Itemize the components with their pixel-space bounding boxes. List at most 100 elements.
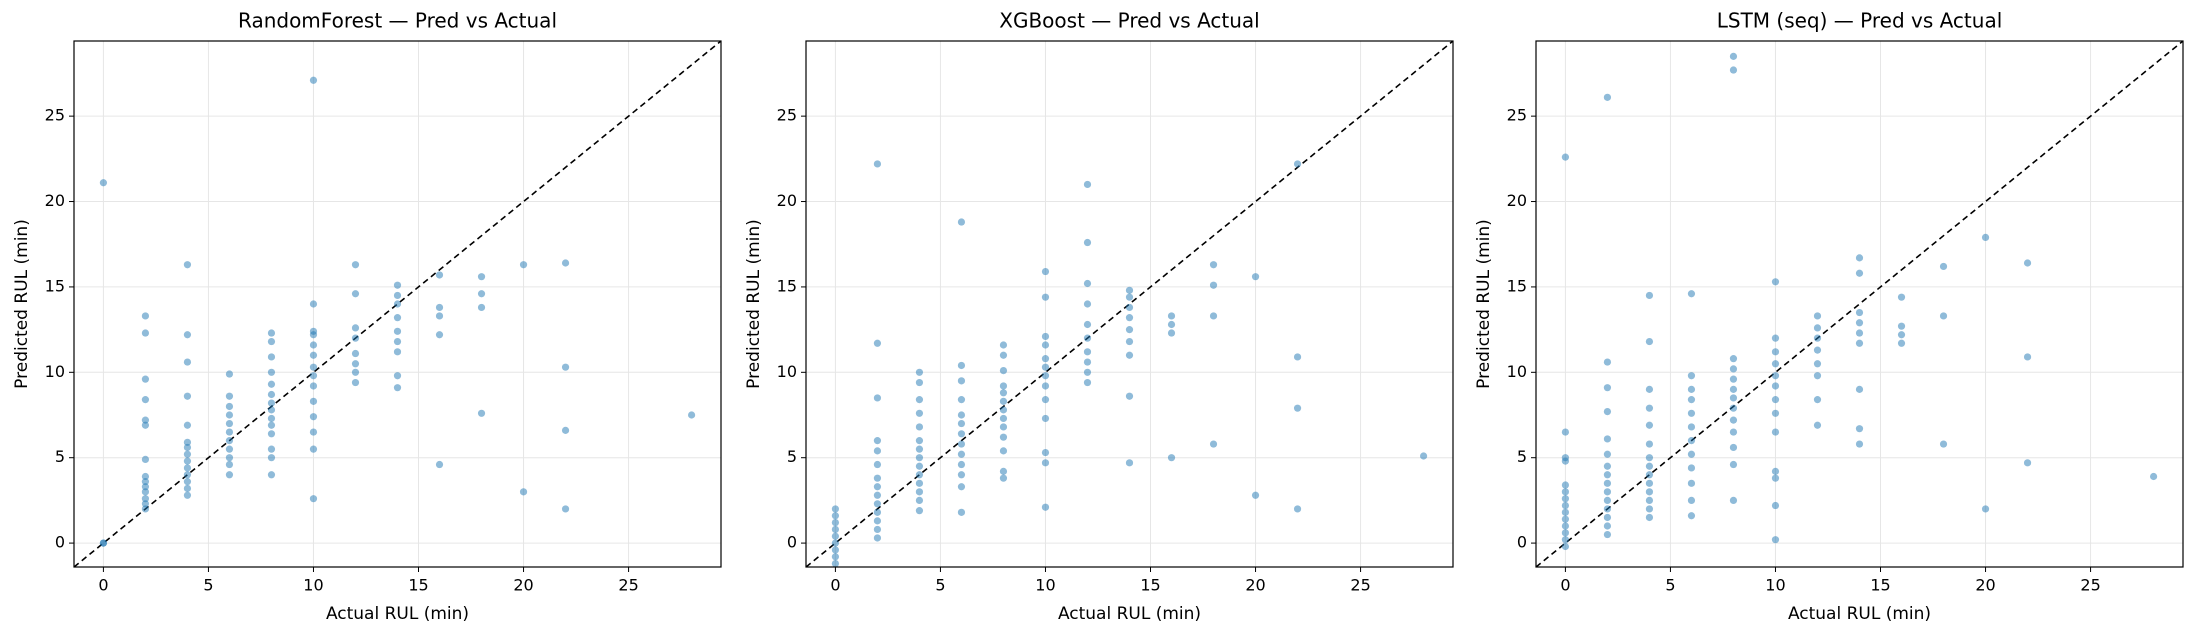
point — [1687, 496, 1696, 504]
point — [1771, 372, 1780, 380]
point — [393, 291, 402, 300]
point — [2149, 472, 2158, 481]
point — [1041, 293, 1050, 301]
point — [393, 384, 402, 392]
axes-frame — [1535, 40, 2184, 568]
y-tick-label: 15 — [45, 276, 65, 295]
point — [225, 445, 234, 453]
chart-title: RandomForest — Pred vs Actual — [238, 9, 557, 33]
point — [141, 416, 150, 424]
point — [1645, 421, 1654, 429]
point — [1729, 365, 1738, 373]
x-tick-label: 10 — [1765, 576, 1785, 595]
point — [1251, 273, 1260, 281]
point — [183, 443, 192, 452]
point — [225, 428, 234, 436]
point — [873, 447, 882, 455]
point — [1855, 308, 1864, 317]
point — [1125, 286, 1134, 294]
point — [1771, 348, 1780, 356]
point — [1729, 428, 1738, 436]
x-tick-label: 15 — [1870, 576, 1890, 595]
point — [999, 406, 1008, 414]
y-tick-label: 10 — [1507, 362, 1527, 381]
point — [141, 495, 150, 503]
point — [1603, 496, 1612, 504]
point — [1729, 385, 1738, 393]
point — [873, 474, 882, 482]
point — [1939, 312, 1948, 320]
point — [1981, 505, 1990, 513]
point — [1083, 279, 1092, 288]
y-tick-label: 20 — [1507, 191, 1527, 210]
point — [957, 460, 966, 469]
point — [1125, 293, 1134, 301]
point — [1209, 281, 1218, 289]
point — [1603, 384, 1612, 392]
point — [915, 409, 924, 417]
point — [1729, 394, 1738, 402]
point — [915, 368, 924, 376]
point — [1729, 66, 1738, 74]
point — [831, 553, 840, 561]
point — [1687, 290, 1696, 298]
point — [1687, 479, 1696, 487]
point — [915, 454, 924, 462]
point — [309, 382, 318, 390]
point — [1687, 409, 1696, 417]
point — [1167, 454, 1176, 462]
point — [1645, 404, 1654, 412]
point — [1729, 52, 1738, 60]
point — [915, 479, 924, 487]
x-tick-label: 25 — [2080, 576, 2100, 595]
point — [915, 423, 924, 431]
point — [183, 491, 192, 499]
identity-line — [74, 41, 721, 567]
point — [225, 419, 234, 428]
point — [1813, 334, 1822, 342]
x-axis-label: Actual RUL (min) — [326, 604, 469, 624]
point — [435, 460, 444, 469]
point — [183, 358, 192, 366]
point — [1897, 293, 1906, 301]
point — [831, 539, 840, 547]
point — [1603, 488, 1612, 496]
point — [1125, 459, 1134, 467]
panel: 0 5 10 15 20 25 0 5 10 15 20 25 RandomForest — Pred … — [12, 9, 722, 624]
point — [435, 271, 444, 279]
point — [267, 390, 276, 399]
point — [225, 460, 234, 469]
point — [1041, 355, 1050, 363]
point — [1603, 505, 1612, 513]
point — [873, 525, 882, 534]
point — [1729, 496, 1738, 504]
y-tick-label: 20 — [45, 191, 65, 210]
point — [141, 472, 150, 481]
point — [687, 411, 696, 419]
point — [957, 419, 966, 428]
point — [1897, 339, 1906, 347]
point — [561, 505, 570, 513]
point — [957, 377, 966, 385]
point — [225, 454, 234, 462]
point — [1855, 319, 1864, 327]
point — [561, 259, 570, 267]
y-tick-label: 5 — [1517, 447, 1527, 466]
point — [1645, 337, 1654, 346]
point — [141, 421, 150, 429]
point — [1855, 425, 1864, 433]
point — [1771, 474, 1780, 482]
point — [309, 351, 318, 359]
point — [1687, 423, 1696, 431]
point — [1771, 428, 1780, 436]
point — [1041, 382, 1050, 390]
point — [873, 339, 882, 347]
point — [1561, 153, 1570, 161]
point — [183, 484, 192, 493]
point — [1813, 372, 1822, 380]
point — [873, 437, 882, 445]
point — [309, 428, 318, 436]
point — [1603, 462, 1612, 470]
point — [1561, 522, 1570, 530]
